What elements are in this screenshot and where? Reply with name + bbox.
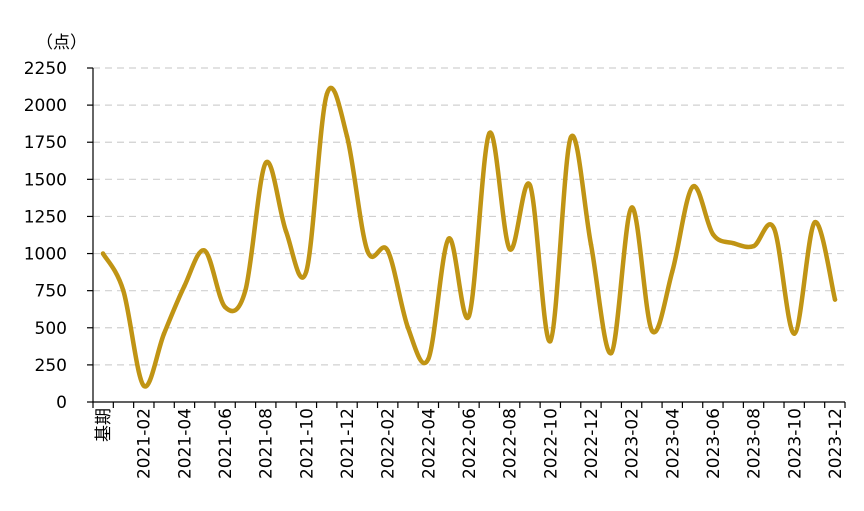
data-point-18 — [466, 313, 472, 319]
y-tick-label-3: 750 — [35, 282, 67, 302]
x-tick-label-11: 2022-10 — [541, 408, 561, 479]
y-tick-label-6: 1500 — [24, 170, 67, 190]
data-point-13 — [365, 248, 370, 253]
data-point-29 — [690, 184, 695, 189]
y-tick-label-0: 0 — [56, 393, 67, 413]
data-point-1 — [121, 288, 126, 293]
data-point-3 — [161, 331, 167, 336]
data-point-12 — [344, 134, 350, 139]
data-point-2 — [141, 383, 146, 388]
x-tick-label-12: 2022-12 — [582, 408, 602, 479]
x-tick-label-17: 2023-10 — [785, 408, 805, 479]
y-tick-label-5: 1250 — [24, 207, 67, 227]
x-tick-label-5: 2021-10 — [297, 408, 317, 479]
y-tick-label-7: 1750 — [24, 133, 67, 153]
y-tick-labels: 0 250 500 750 1000 1250 1500 1750 2000 2250 — [24, 59, 67, 413]
data-point-15 — [405, 325, 411, 330]
data-point-30 — [710, 232, 716, 237]
data-point-19 — [487, 131, 492, 136]
x-tick-label-9: 2022-06 — [460, 408, 480, 479]
data-point-6 — [222, 304, 228, 310]
x-tick-label-10: 2022-08 — [501, 408, 521, 479]
gridlines — [93, 67, 845, 366]
data-point-31 — [731, 240, 736, 246]
x-tick-label-1: 2021-02 — [135, 408, 155, 479]
data-point-35 — [812, 220, 817, 225]
data-point-16 — [426, 356, 431, 362]
data-point-0 — [100, 251, 106, 256]
data-point-7 — [243, 288, 248, 293]
data-point-8 — [263, 160, 268, 166]
data-point-17 — [446, 236, 451, 241]
series — [100, 85, 838, 389]
data-point-36 — [832, 297, 838, 302]
y-unit-label: （点） — [36, 33, 87, 53]
y-tick-label-2: 500 — [35, 319, 67, 339]
data-point-21 — [527, 183, 533, 188]
data-point-20 — [507, 246, 512, 252]
y-tick-label-1: 250 — [35, 356, 67, 376]
axes — [87, 67, 846, 408]
x-tick-label-4: 2021-08 — [257, 408, 277, 479]
x-tick-label-7: 2022-02 — [379, 408, 399, 479]
x-tick-label-8: 2022-04 — [419, 408, 439, 479]
x-tick-label-16: 2023-08 — [745, 408, 765, 479]
series-line — [100, 85, 838, 389]
data-point-25 — [609, 350, 614, 356]
data-point-11 — [324, 92, 329, 97]
x-tick-label-15: 2023-06 — [704, 408, 724, 479]
y-tick-label-9: 2250 — [24, 59, 67, 79]
data-point-32 — [751, 243, 756, 249]
data-point-34 — [792, 331, 797, 336]
x-tick-labels: 基期 2021-02 2021-04 2021-06 2021-08 2021-10 202… — [94, 408, 846, 479]
data-point-26 — [629, 205, 634, 210]
data-point-33 — [771, 226, 777, 231]
x-tick-label-3: 2021-06 — [216, 408, 236, 479]
data-point-24 — [588, 242, 594, 247]
data-point-27 — [649, 328, 655, 333]
x-tick-label-13: 2023-02 — [623, 408, 643, 479]
data-point-9 — [283, 229, 289, 234]
data-point-23 — [568, 135, 573, 140]
data-point-10 — [304, 269, 309, 274]
x-tick-label-6: 2021-12 — [338, 408, 358, 479]
x-tick-label-18: 2023-12 — [826, 408, 846, 479]
data-point-22 — [548, 338, 553, 344]
data-point-14 — [385, 248, 390, 253]
x-tick-label-14: 2023-04 — [663, 408, 683, 479]
data-point-28 — [670, 269, 675, 274]
x-tick-label-2: 2021-04 — [175, 408, 195, 479]
y-tick-label-8: 2000 — [24, 96, 67, 116]
data-point-4 — [182, 284, 187, 289]
x-tick-label-0: 基期 — [94, 408, 114, 442]
y-tick-label-4: 1000 — [24, 245, 67, 265]
data-point-5 — [202, 248, 207, 253]
